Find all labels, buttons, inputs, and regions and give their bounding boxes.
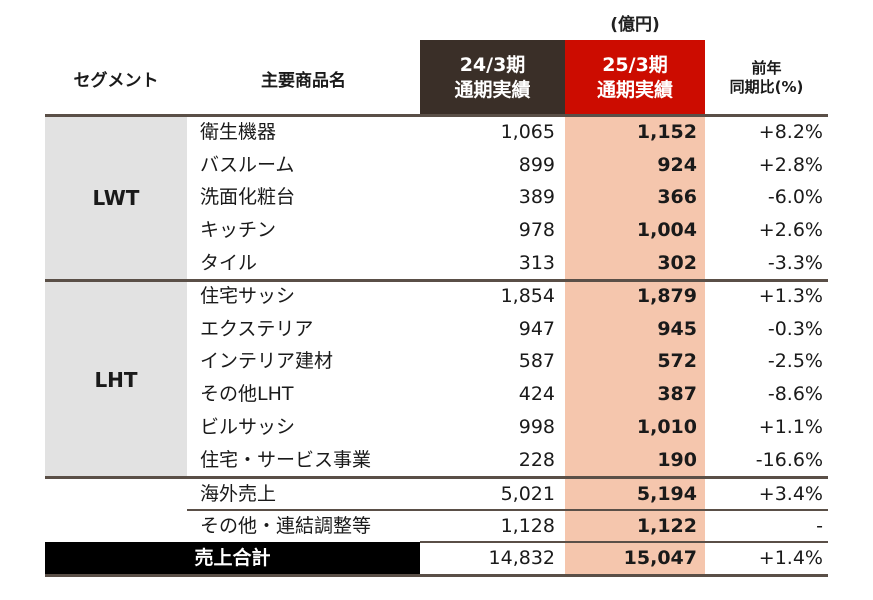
table-row: キッチン 978 1,004 +2.6% (45, 214, 828, 247)
yoy-ratio: -2.5% (767, 350, 823, 373)
cur-value: 387 (657, 383, 697, 406)
prev-value: 998 (518, 415, 555, 438)
yoy-ratio: +2.6% (758, 219, 823, 242)
prev-value: 978 (518, 219, 555, 242)
cur-value: 1,010 (636, 415, 697, 438)
table-row: 海外売上 5,021 5,194 +3.4% (45, 478, 828, 511)
table-row: 住宅・サービス事業 228 190 -16.6% (45, 444, 828, 477)
prev-value: 947 (518, 317, 555, 340)
product-name: エクステリア (200, 317, 314, 340)
prev-value: 5,021 (500, 483, 555, 505)
prev-value: 313 (518, 251, 555, 274)
table-row: 衛生機器 1,065 1,152 +8.2% (45, 116, 828, 149)
header-prev-period: 24/3期 通期実績 (420, 40, 565, 116)
segment-divider (45, 476, 828, 479)
cur-value: 5,194 (636, 483, 697, 505)
current-period-column-bg (565, 116, 705, 574)
yoy-ratio: -8.6% (767, 383, 823, 406)
prev-value: 1,128 (500, 515, 555, 537)
product-name: インテリア建材 (200, 350, 334, 373)
cur-value: 1,152 (636, 121, 697, 143)
yoy-ratio: -6.0% (767, 186, 823, 209)
header-yoy-ratio: 前年 同期比(%) (705, 40, 828, 116)
table-row: ビルサッシ 998 1,010 +1.1% (45, 411, 828, 444)
total-label: 売上合計 (45, 542, 420, 575)
table-header: セグメント 主要商品名 24/3期 通期実績 25/3期 通期実績 前年 同期比(%) (45, 40, 828, 116)
prev-value: 587 (518, 350, 555, 373)
yoy-ratio: +1.1% (758, 415, 823, 438)
product-name: 住宅・サービス事業 (200, 448, 372, 471)
prev-value: 1,854 (500, 285, 555, 307)
table-body: LWT 衛生機器 1,065 1,152 +8.2% バスルーム 899 924… (45, 114, 828, 577)
cur-value: 1,122 (636, 515, 697, 537)
header-segment: セグメント (73, 70, 159, 91)
header-ratio-line1: 前年 (751, 58, 782, 77)
prev-value: 899 (518, 153, 555, 176)
total-prev-value: 14,832 (488, 547, 555, 569)
prev-value: 424 (518, 383, 555, 406)
product-name: その他・連結調整等 (200, 515, 372, 537)
segment-lht: LHT (45, 282, 187, 477)
product-name: バスルーム (200, 153, 295, 176)
cur-value: 572 (657, 350, 697, 373)
yoy-ratio: +1.3% (758, 285, 823, 307)
cur-value: 1,004 (636, 219, 697, 242)
product-name: 洗面化粧台 (200, 186, 296, 209)
total-row: 売上合計 14,832 15,047 +1.4% (45, 542, 828, 575)
table-row: タイル 313 302 -3.3% (45, 247, 828, 280)
header-ratio-line2: 同期比(%) (729, 78, 804, 96)
cur-value: 924 (657, 153, 697, 176)
cur-value: 302 (657, 251, 697, 274)
table-row: インテリア建材 587 572 -2.5% (45, 345, 828, 378)
table-row: その他LHT 424 387 -8.6% (45, 378, 828, 411)
cur-value: 190 (657, 448, 697, 471)
bottom-rule (45, 574, 828, 577)
header-divider (45, 114, 828, 117)
prev-value: 389 (518, 186, 555, 209)
product-name: 海外売上 (200, 483, 277, 505)
prev-value: 1,065 (500, 121, 555, 143)
header-product: 主要商品名 (261, 70, 346, 91)
sales-by-segment-table: セグメント 主要商品名 24/3期 通期実績 25/3期 通期実績 前年 同期比(%)… (45, 40, 828, 577)
header-cur-period-label: 25/3期 (602, 54, 668, 77)
row-divider (420, 541, 828, 543)
yoy-ratio: -3.3% (767, 251, 823, 274)
segment-lwt: LWT (45, 117, 187, 279)
unit-label: (億円) (610, 15, 660, 35)
product-name: 住宅サッシ (200, 285, 296, 307)
product-name: キッチン (200, 219, 277, 242)
cur-value: 1,879 (636, 285, 697, 307)
product-name: タイル (200, 251, 258, 274)
cur-value: 945 (657, 317, 697, 340)
table-row: その他・連結調整等 1,128 1,122 - (45, 510, 828, 543)
yoy-ratio: +3.4% (758, 483, 823, 505)
yoy-ratio: +2.8% (758, 153, 823, 176)
yoy-ratio: - (816, 515, 823, 537)
cur-value: 366 (657, 186, 697, 209)
yoy-ratio: -16.6% (755, 448, 823, 471)
total-cur-value: 15,047 (623, 547, 697, 569)
product-name: ビルサッシ (200, 415, 296, 438)
yoy-ratio: -0.3% (767, 317, 823, 340)
product-name: 衛生機器 (200, 121, 277, 143)
total-yoy-ratio: +1.4% (758, 547, 823, 569)
prev-value: 228 (518, 448, 555, 471)
table-row: バスルーム 899 924 +2.8% (45, 149, 828, 182)
segment-divider (45, 279, 828, 282)
header-cur-period: 25/3期 通期実績 (565, 40, 705, 116)
row-divider (187, 509, 828, 511)
table-row: 洗面化粧台 389 366 -6.0% (45, 181, 828, 214)
header-cur-results-label: 通期実績 (596, 79, 673, 101)
header-prev-period-label: 24/3期 (459, 54, 526, 77)
yoy-ratio: +8.2% (758, 121, 823, 143)
table-row: 住宅サッシ 1,854 1,879 +1.3% (45, 280, 828, 313)
product-name: その他LHT (200, 383, 294, 406)
table-row: エクステリア 947 945 -0.3% (45, 313, 828, 346)
header-prev-results-label: 通期実績 (454, 79, 531, 101)
